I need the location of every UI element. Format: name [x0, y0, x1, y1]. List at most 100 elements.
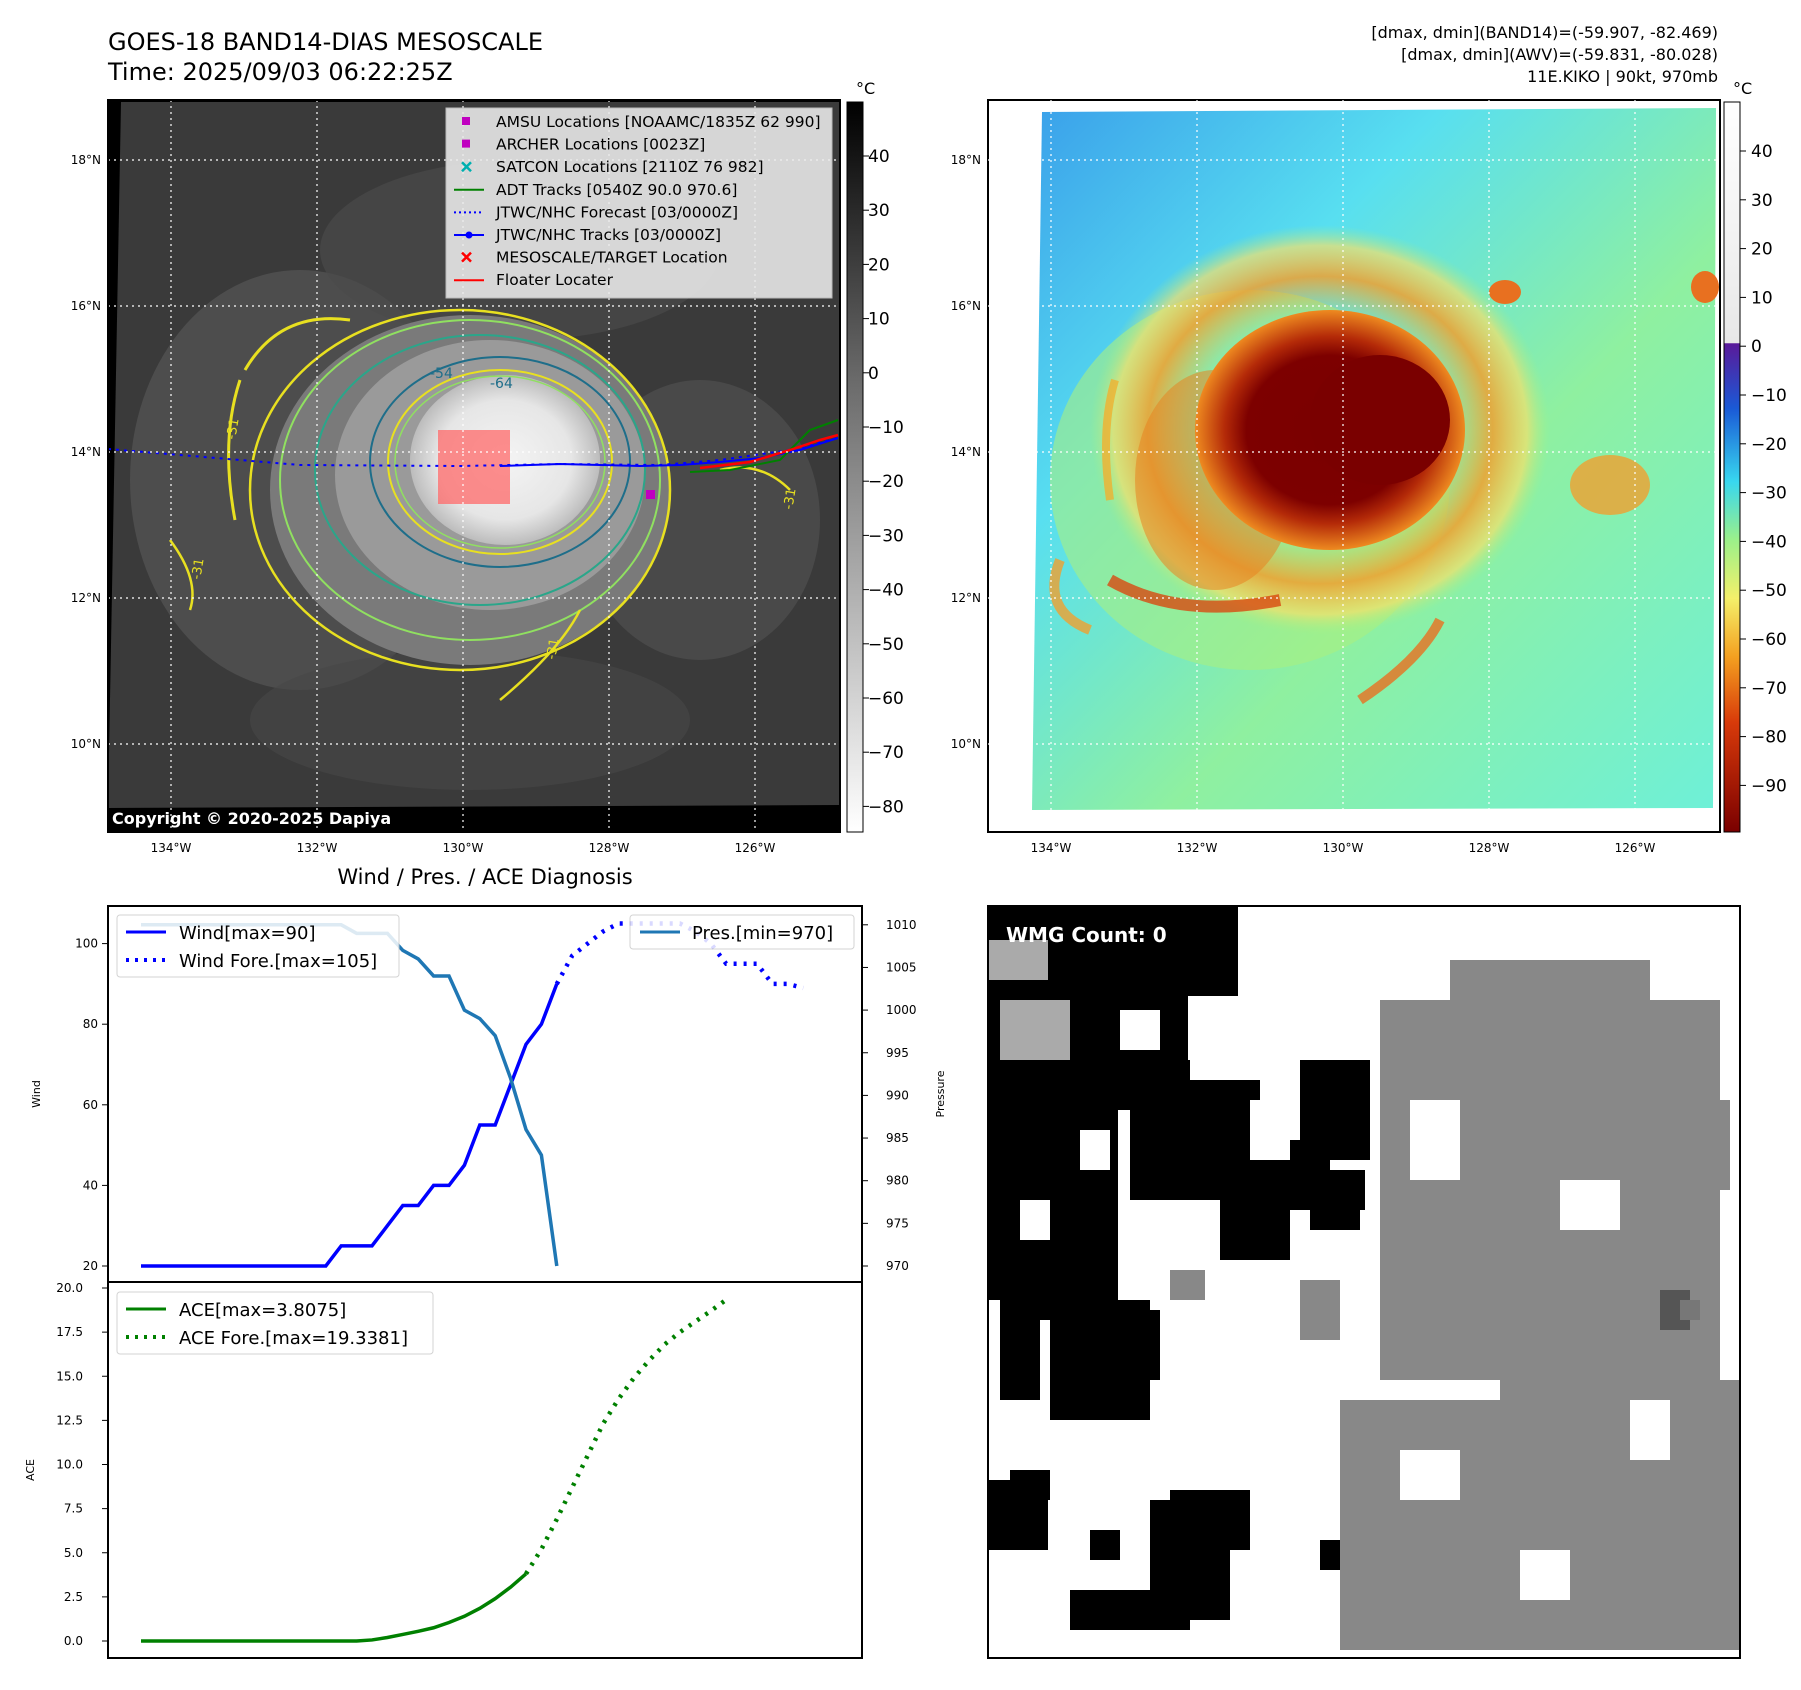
legend-item: JTWC/NHC Forecast [03/0000Z] [454, 203, 738, 221]
legend-x-marker [461, 161, 472, 173]
ace-legend: ACE[max=3.8075] ACE Fore.[max=19.3381] [116, 1291, 434, 1355]
right-colorbar-tick-label: −80 [1751, 728, 1787, 748]
right-lat-label-10: 10°N [951, 737, 981, 751]
left-colorbar-tick-label: 0 [868, 364, 879, 384]
wmg-cell-block [1000, 1260, 1080, 1320]
right-colorbar-unit: °C [1733, 79, 1752, 98]
legend-square-marker [462, 117, 470, 125]
wind-axis-label: Wind [30, 1080, 43, 1108]
wmg-clear-cell [1120, 1010, 1160, 1050]
left-colorbar-tick-label: −10 [868, 418, 904, 438]
left-colorbar-tick-label: −80 [868, 797, 904, 817]
left-colorbar-unit: °C [856, 79, 875, 98]
ace-tick-label: 10.0 [56, 1458, 83, 1472]
lat-label-14: 14°N [71, 445, 101, 459]
legend-label: JTWC/NHC Tracks [03/0000Z] [495, 226, 721, 244]
contour-label-31-b: -31 [189, 557, 207, 581]
wmg-clear-cell [1630, 1400, 1670, 1460]
right-lon-label-130: 130°W [1323, 841, 1364, 855]
ace-tick-label: 0.0 [64, 1634, 83, 1648]
pressure-axis-label: Pressure [934, 1070, 947, 1117]
legend-item: ADT Tracks [0540Z 90.0 970.6] [454, 181, 737, 199]
ace-tick-label: 5.0 [64, 1546, 83, 1560]
ace-tick-label: 12.5 [56, 1413, 83, 1427]
copyright-text: Copyright © 2020-2025 Dapiya [112, 809, 391, 828]
diagnosis-title: Wind / Pres. / ACE Diagnosis [337, 865, 632, 889]
archer-marker [646, 490, 655, 499]
storm-info: 11E.KIKO | 90kt, 970mb [1527, 67, 1718, 86]
lat-label-12: 12°N [71, 591, 101, 605]
wind-legend-label: Wind[max=90] [179, 923, 316, 944]
wmg-clear-cell [1520, 1550, 1570, 1600]
lat-label-16: 16°N [71, 299, 101, 313]
ace-tick-label: 7.5 [64, 1502, 83, 1516]
ace-tick-label: 2.5 [64, 1590, 83, 1604]
legend-label: SATCON Locations [2110Z 76 982] [496, 158, 764, 176]
wind-tick-label: 80 [83, 1017, 98, 1031]
wind-tick-label: 40 [83, 1178, 98, 1192]
wmg-cell-block [1010, 1470, 1050, 1500]
contour-label-31-a: -31 [224, 417, 242, 441]
legend-item: SATCON Locations [2110Z 76 982] [461, 158, 764, 176]
ace-tick-label: 20.0 [56, 1281, 83, 1295]
left-colorbar-tick-label: 20 [868, 255, 890, 275]
ace-tick-label: 17.5 [56, 1325, 83, 1339]
wmg-cell-block [1170, 1490, 1250, 1550]
pressure-tick-label: 975 [886, 1216, 909, 1230]
lon-label-126: 126°W [735, 841, 776, 855]
map-legend: AMSU Locations [NOAAMC/1835Z 62 990] ARCH… [445, 107, 833, 299]
wmg-cell-block [1220, 1200, 1290, 1260]
legend-dot [465, 231, 473, 239]
ace-tick-label: 15.0 [56, 1369, 83, 1383]
wind-tick-label: 60 [83, 1098, 98, 1112]
right-colorbar: °C 40 30 20 10 0 −10 −20 −30 −40 −50 −60 −70 −80 −90 [1723, 79, 1787, 833]
right-colorbar-tick-label: −70 [1751, 679, 1787, 699]
contour-label-54: -54 [430, 366, 453, 382]
wmg-clear-cell [1190, 1050, 1230, 1080]
left-colorbar-tick-label: −50 [868, 635, 904, 655]
legend-x-marker [461, 251, 472, 263]
wmg-cell-block [1510, 980, 1560, 1040]
wmg-clear-cell [1230, 1040, 1255, 1065]
left-colorbar-tick-label: −60 [868, 689, 904, 709]
lon-label-132: 132°W [297, 841, 338, 855]
ace-chart: 0.0 2.5 5.0 7.5 10.0 12.5 15.0 17.5 20.0 ACE ACE… [24, 1281, 863, 1659]
ace-axis-label: ACE [24, 1459, 37, 1481]
wmg-clear-cell [1020, 1200, 1050, 1240]
pressure-legend-label: Pres.[min=970] [692, 923, 833, 944]
legend-item: AMSU Locations [NOAAMC/1835Z 62 990] [462, 113, 821, 131]
right-colorbar-tick-label: −90 [1751, 776, 1787, 796]
ace-forecast-series-line [524, 1297, 728, 1575]
right-colorbar-tick-label: −10 [1751, 386, 1787, 406]
contour-label-31-c: -31 [544, 637, 562, 661]
legend-item: MESOSCALE/TARGET Location [461, 249, 728, 267]
pressure-tick-label: 990 [886, 1088, 909, 1102]
wmg-cell-block [1170, 1270, 1205, 1300]
dmax-awv: [dmax, dmin](AWV)=(-59.831, -80.028) [1401, 45, 1718, 64]
wmg-cell-block [1060, 1310, 1160, 1380]
right-colorbar-tick-label: 20 [1751, 240, 1773, 260]
legend-label: ARCHER Locations [0023Z] [496, 136, 705, 154]
wind-series-line [141, 983, 559, 1268]
right-lat-label-12: 12°N [951, 591, 981, 605]
pressure-tick-label: 1010 [886, 918, 917, 932]
lat-label-10: 10°N [71, 737, 101, 751]
right-lat-label-16: 16°N [951, 299, 981, 313]
wmg-cell-block [1000, 1000, 1070, 1060]
wmg-clear-cell [1250, 1100, 1290, 1160]
awv-map-panel [987, 99, 1721, 833]
wmg-cell-block [1300, 1280, 1340, 1340]
wmg-clear-cell [1560, 1180, 1620, 1230]
ace-fore-legend-label: ACE Fore.[max=19.3381] [179, 1328, 408, 1349]
right-lon-label-126: 126°W [1615, 841, 1656, 855]
wmg-cell-block [1600, 1100, 1730, 1190]
wmg-clear-cell [1130, 1200, 1170, 1230]
legend-item: ARCHER Locations [0023Z] [462, 136, 705, 154]
wmg-cell-block [1090, 1530, 1120, 1560]
pressure-tick-label: 970 [886, 1259, 909, 1273]
ace-series-line [141, 1572, 528, 1643]
wmg-cell-block [1000, 1320, 1040, 1400]
wmg-clear-cell [1080, 1130, 1110, 1170]
left-colorbar-tick-label: 40 [868, 147, 890, 167]
